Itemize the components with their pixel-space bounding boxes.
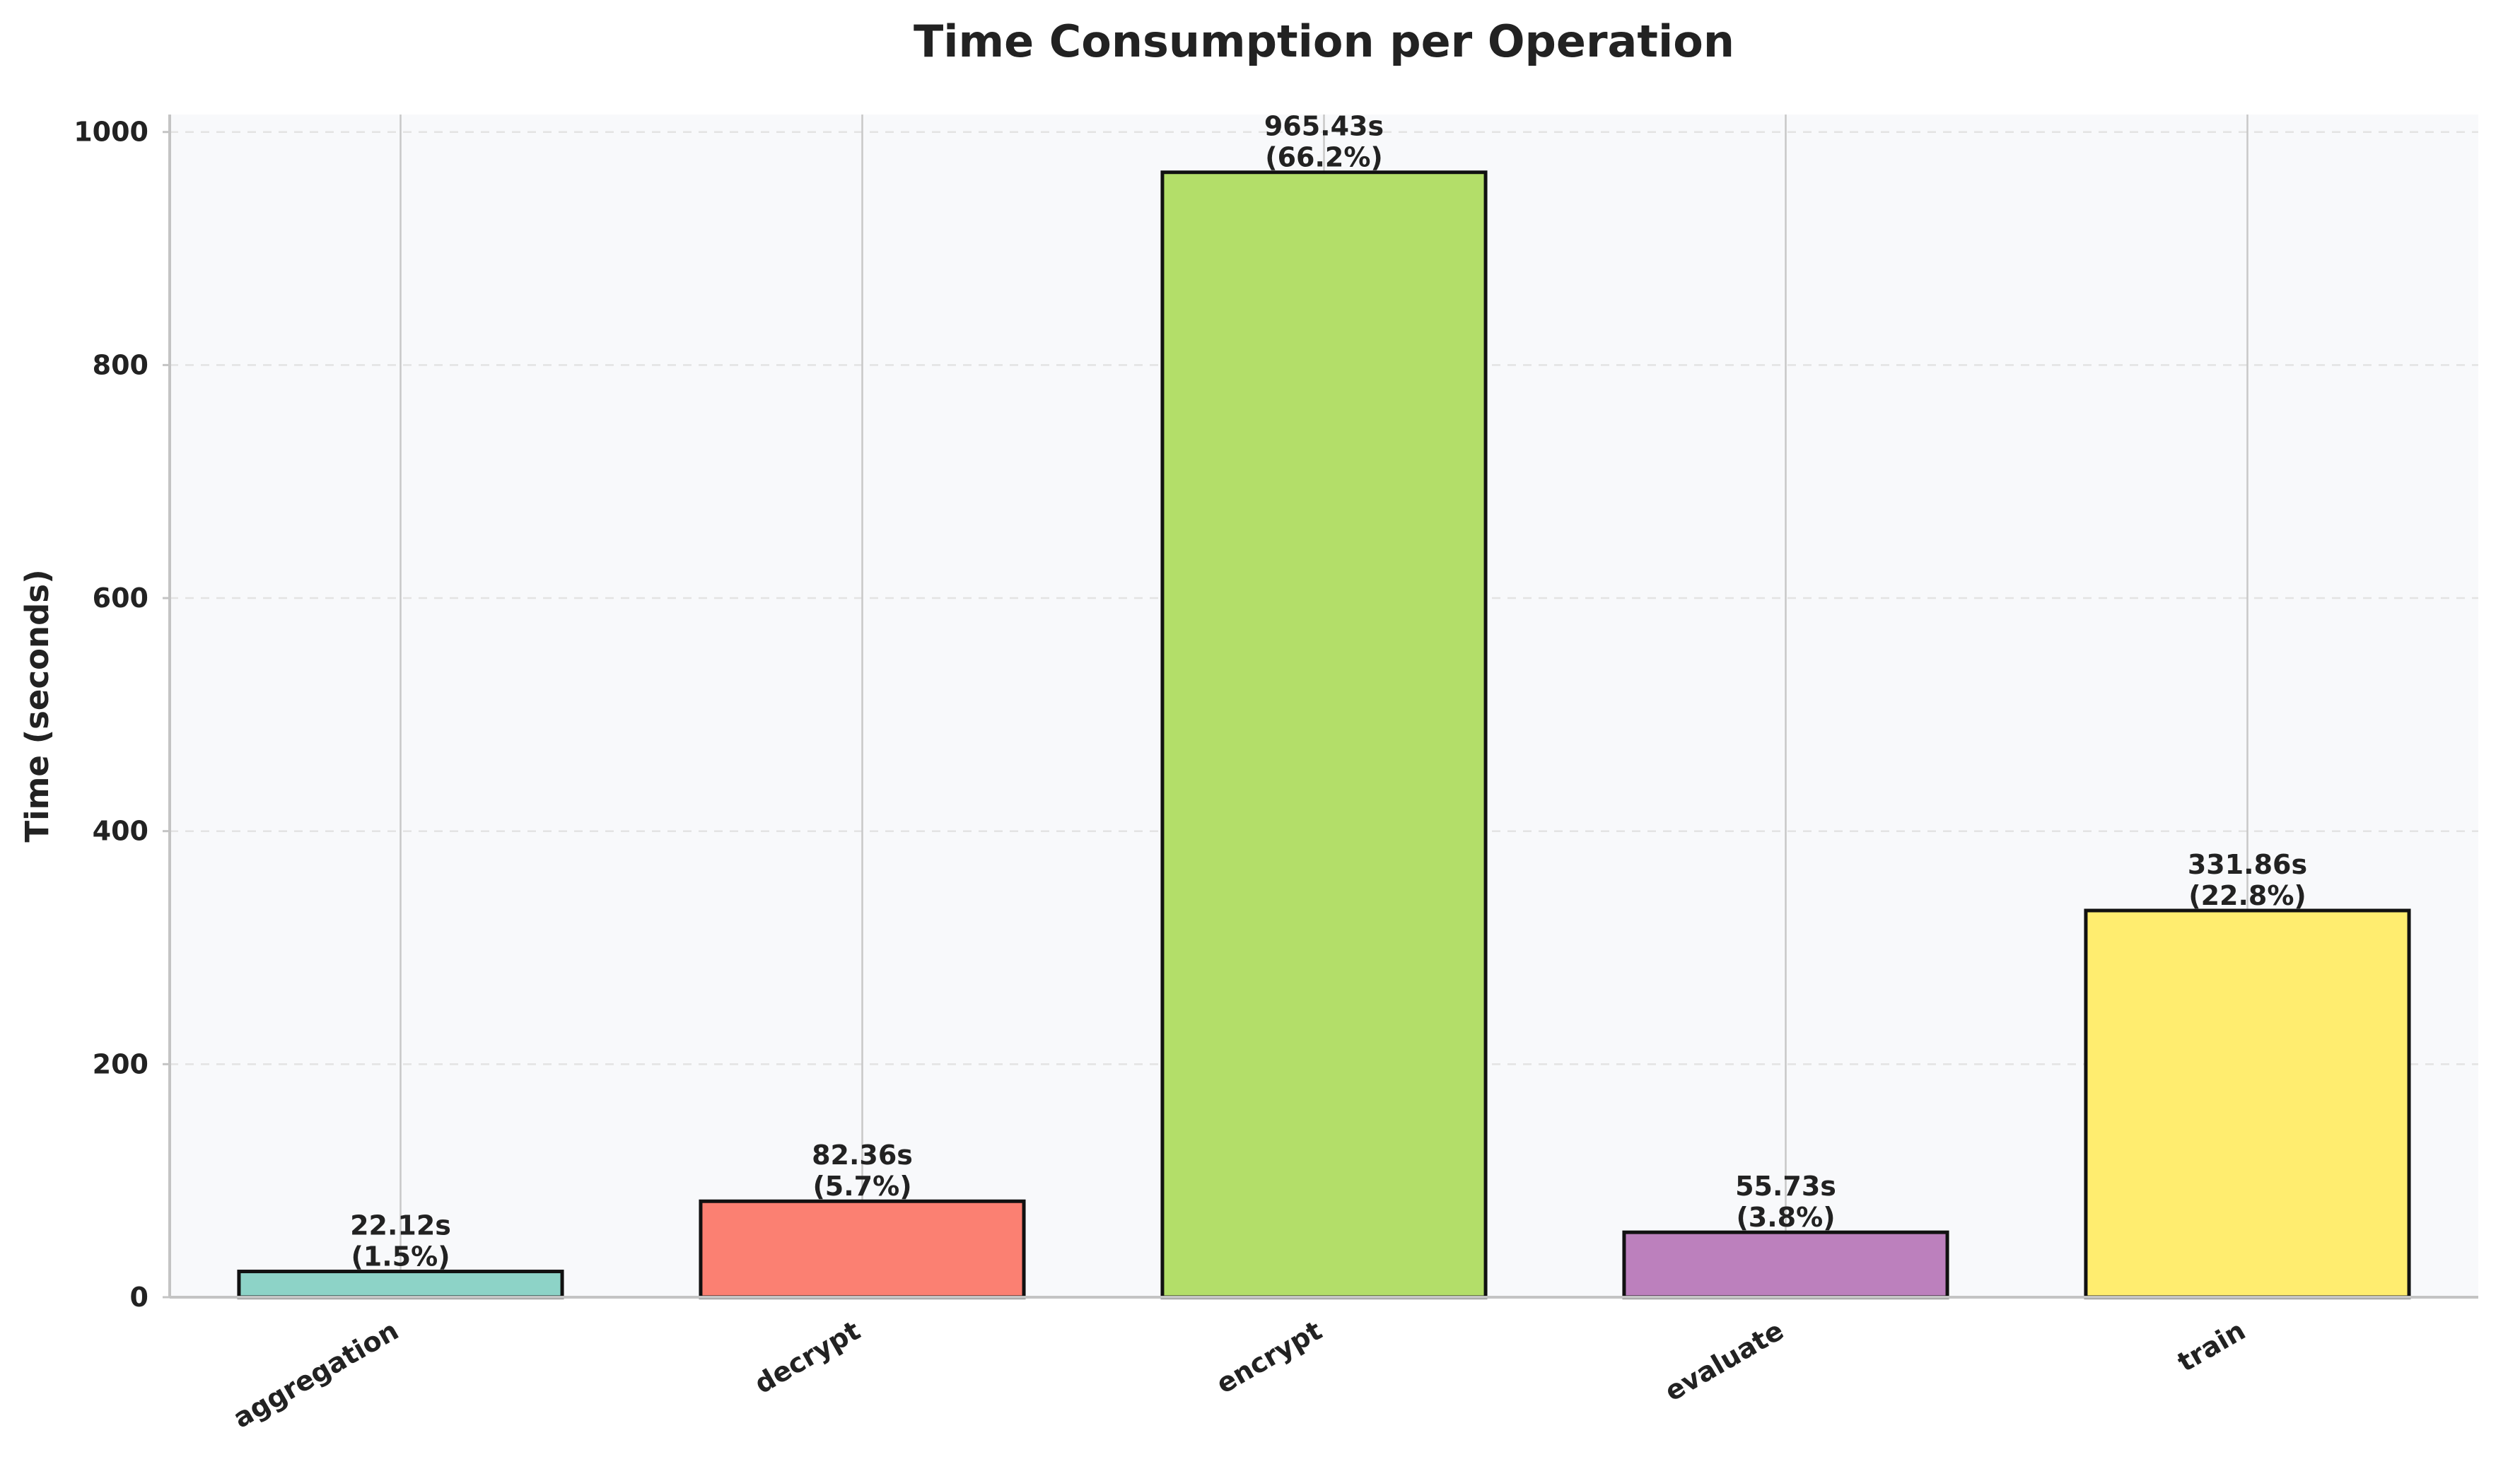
y-tick-label: 400 — [93, 816, 148, 847]
y-axis-label: Time (seconds) — [18, 569, 56, 842]
bar-aggregation — [237, 1270, 564, 1299]
y-tick-label: 1000 — [74, 117, 148, 148]
y-tick-label: 200 — [93, 1048, 148, 1079]
value-label: 331.86s — [2188, 849, 2307, 880]
percent-label: (22.8%) — [2188, 880, 2306, 911]
bar-encrypt — [1160, 170, 1488, 1299]
bar-decrypt — [699, 1199, 1026, 1299]
percent-label: (3.8%) — [1736, 1202, 1835, 1233]
y-tick-label: 0 — [130, 1282, 148, 1313]
percent-label: (66.2%) — [1265, 142, 1383, 173]
value-label: 82.36s — [812, 1140, 913, 1171]
y-tick-label: 800 — [93, 349, 148, 380]
data-labels: 22.12s(1.5%) 82.36s(5.7%) 965.43s(66.2%) 55… — [350, 111, 2307, 1272]
bars — [237, 170, 2411, 1299]
bar-evaluate — [1622, 1230, 1949, 1299]
chart-title: Time Consumption per Operation — [914, 16, 1734, 67]
percent-label: (1.5%) — [351, 1241, 450, 1272]
bar-train — [2084, 908, 2411, 1299]
value-label: 22.12s — [350, 1210, 451, 1241]
value-label: 965.43s — [1264, 111, 1384, 142]
y-tick-label: 600 — [93, 583, 148, 614]
value-label: 55.73s — [1735, 1171, 1836, 1202]
percent-label: (5.7%) — [812, 1171, 911, 1202]
